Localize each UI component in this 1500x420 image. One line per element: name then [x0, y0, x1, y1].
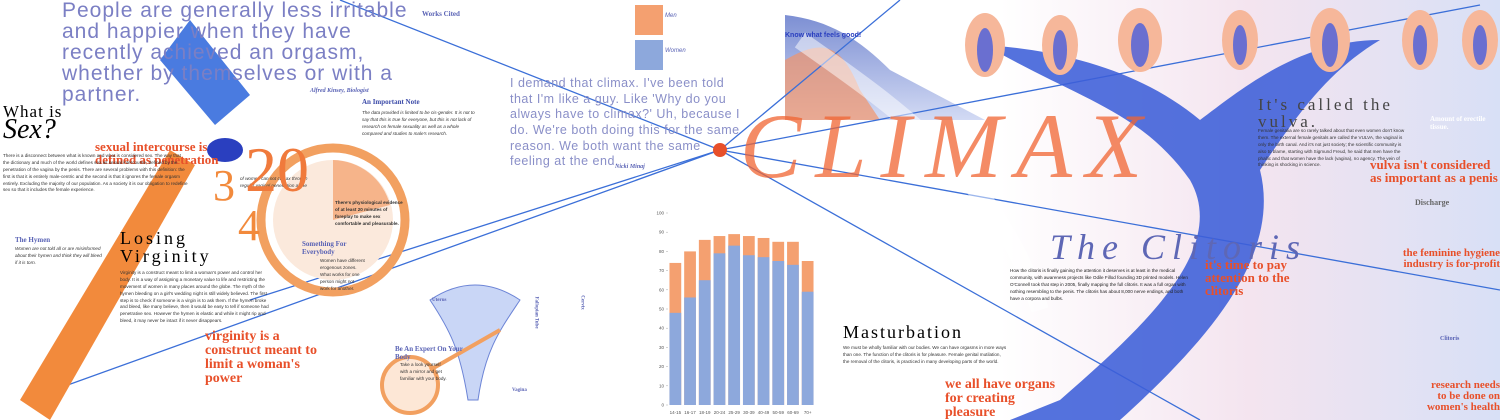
heading: Clitoris	[1440, 336, 1460, 342]
legend-swatch	[635, 5, 663, 35]
y-tick-label: 90	[659, 230, 665, 235]
x-tick-label: 40-49	[758, 410, 770, 415]
legend-label: Women	[665, 48, 686, 54]
quote-author: Alfred Kinsey, Biologist	[310, 88, 369, 94]
y-tick-label: 60	[659, 287, 665, 292]
heading: Be An Expert On Your Body	[395, 345, 463, 361]
heading: Virginity	[120, 246, 212, 266]
bar	[801, 291, 814, 405]
callout: it's time to pay attention to the clitor…	[1205, 257, 1290, 298]
y-tick-label: 70	[659, 268, 665, 273]
x-tick-label: 14-15	[670, 410, 682, 415]
paragraph: The data provided is limited to be cis-g…	[362, 110, 475, 136]
heading: Works Cited	[422, 10, 460, 18]
x-tick-label: 60-69	[787, 410, 799, 415]
y-tick-label: 80	[659, 249, 665, 254]
heading: Masturbation	[843, 322, 963, 342]
y-tick-label: 40	[659, 326, 665, 331]
bar	[698, 280, 711, 405]
note: There's physiological evidence of at lea…	[335, 200, 403, 226]
bar	[772, 261, 785, 405]
callout: we all have organs for creating pleasure	[945, 377, 1056, 420]
highlight	[794, 32, 1049, 313]
y-tick-label: 10	[659, 383, 665, 388]
legend-swatch	[635, 40, 663, 70]
y-tick-label: 0	[661, 403, 664, 408]
quote-author: Nicki Minaj	[615, 164, 645, 170]
fraction: 4	[238, 201, 260, 250]
y-tick-label: 50	[659, 307, 665, 312]
x-tick-label: 30-39	[743, 410, 755, 415]
label: Vagina	[512, 388, 527, 393]
paragraph: Take a look yourself with a mirror and g…	[400, 362, 447, 381]
y-tick-label: 30	[659, 345, 665, 350]
label: Cervix	[579, 295, 585, 310]
callout: the feminine hygiene industry is for-pro…	[1402, 247, 1500, 270]
bar	[669, 312, 682, 405]
paragraph: Female genitalia are so rarely talked ab…	[1258, 128, 1405, 168]
bar	[787, 264, 799, 405]
heading: The Hymen	[15, 236, 51, 244]
paragraph: Virginity is a construct meant to limit …	[120, 270, 269, 324]
x-tick-label: 25-29	[728, 410, 740, 415]
callout: research needs to be done on women's hea…	[1426, 379, 1500, 413]
hub-dot	[713, 143, 727, 157]
y-tick-label: 100	[656, 211, 664, 216]
label: Fallopian Tube	[533, 296, 539, 329]
bar-chart: 0 10 20 30 40 50 60 70 80 90 100 14-15 16-17 18-19 20-…	[635, 5, 814, 415]
x-tick-label: 70+	[804, 410, 812, 415]
bar	[684, 297, 696, 405]
heading: Amount of erectile tissue.	[1430, 115, 1486, 131]
callout: virginity is a construct meant to limit …	[205, 329, 317, 386]
paragraph: There is a disconnect between what is kn…	[3, 153, 188, 193]
callout: sexual intercourse is defined as penetra…	[95, 139, 219, 167]
big-title: CLIMAX	[740, 95, 1157, 197]
paragraph: Women are not told all or are misinforme…	[15, 246, 102, 265]
x-tick-label: 16-17	[684, 410, 696, 415]
area-shape	[785, 47, 880, 120]
bar	[757, 257, 770, 405]
bar	[742, 255, 755, 405]
heading: Losing	[120, 228, 189, 248]
heading: Sex?	[3, 114, 56, 145]
label: Uterus	[432, 298, 447, 303]
callout: vulva isn't considered as important as a…	[1370, 157, 1498, 185]
big-number: 20	[245, 134, 309, 205]
legend-label: Men	[665, 13, 677, 19]
heading: What is	[3, 102, 63, 121]
chart-title: Know what feels good!	[785, 32, 862, 39]
paragraph: Women have different erogenous zones. Wh…	[320, 258, 365, 291]
vulva-icons	[965, 8, 1498, 77]
paragraph: We must be wholly familiar with our bodi…	[843, 345, 1007, 364]
x-tick-label: 18-19	[699, 410, 711, 415]
heading: Something For Everybody	[302, 240, 347, 256]
x-tick-label: 20-24	[714, 410, 726, 415]
illustrations	[20, 20, 521, 420]
paragraph: How the clitoris is finally gaining the …	[1010, 268, 1188, 301]
bar	[713, 253, 726, 405]
fraction: 3	[213, 161, 235, 210]
heading: An Important Note	[362, 98, 420, 106]
big-title: The Clitoris	[1050, 227, 1308, 267]
clitoris-shape	[985, 40, 1380, 420]
bar	[728, 245, 741, 405]
quote: I demand that climax. I've been told tha…	[510, 76, 741, 169]
note: of women can not climax through regular …	[240, 176, 308, 188]
quote: People are generally less irritable and …	[62, 0, 408, 106]
x-tick-label: 50-59	[772, 410, 784, 415]
y-tick-label: 20	[659, 364, 665, 369]
heading: It's called the vulva.	[1258, 95, 1393, 131]
heading: Discharge	[1415, 198, 1450, 207]
